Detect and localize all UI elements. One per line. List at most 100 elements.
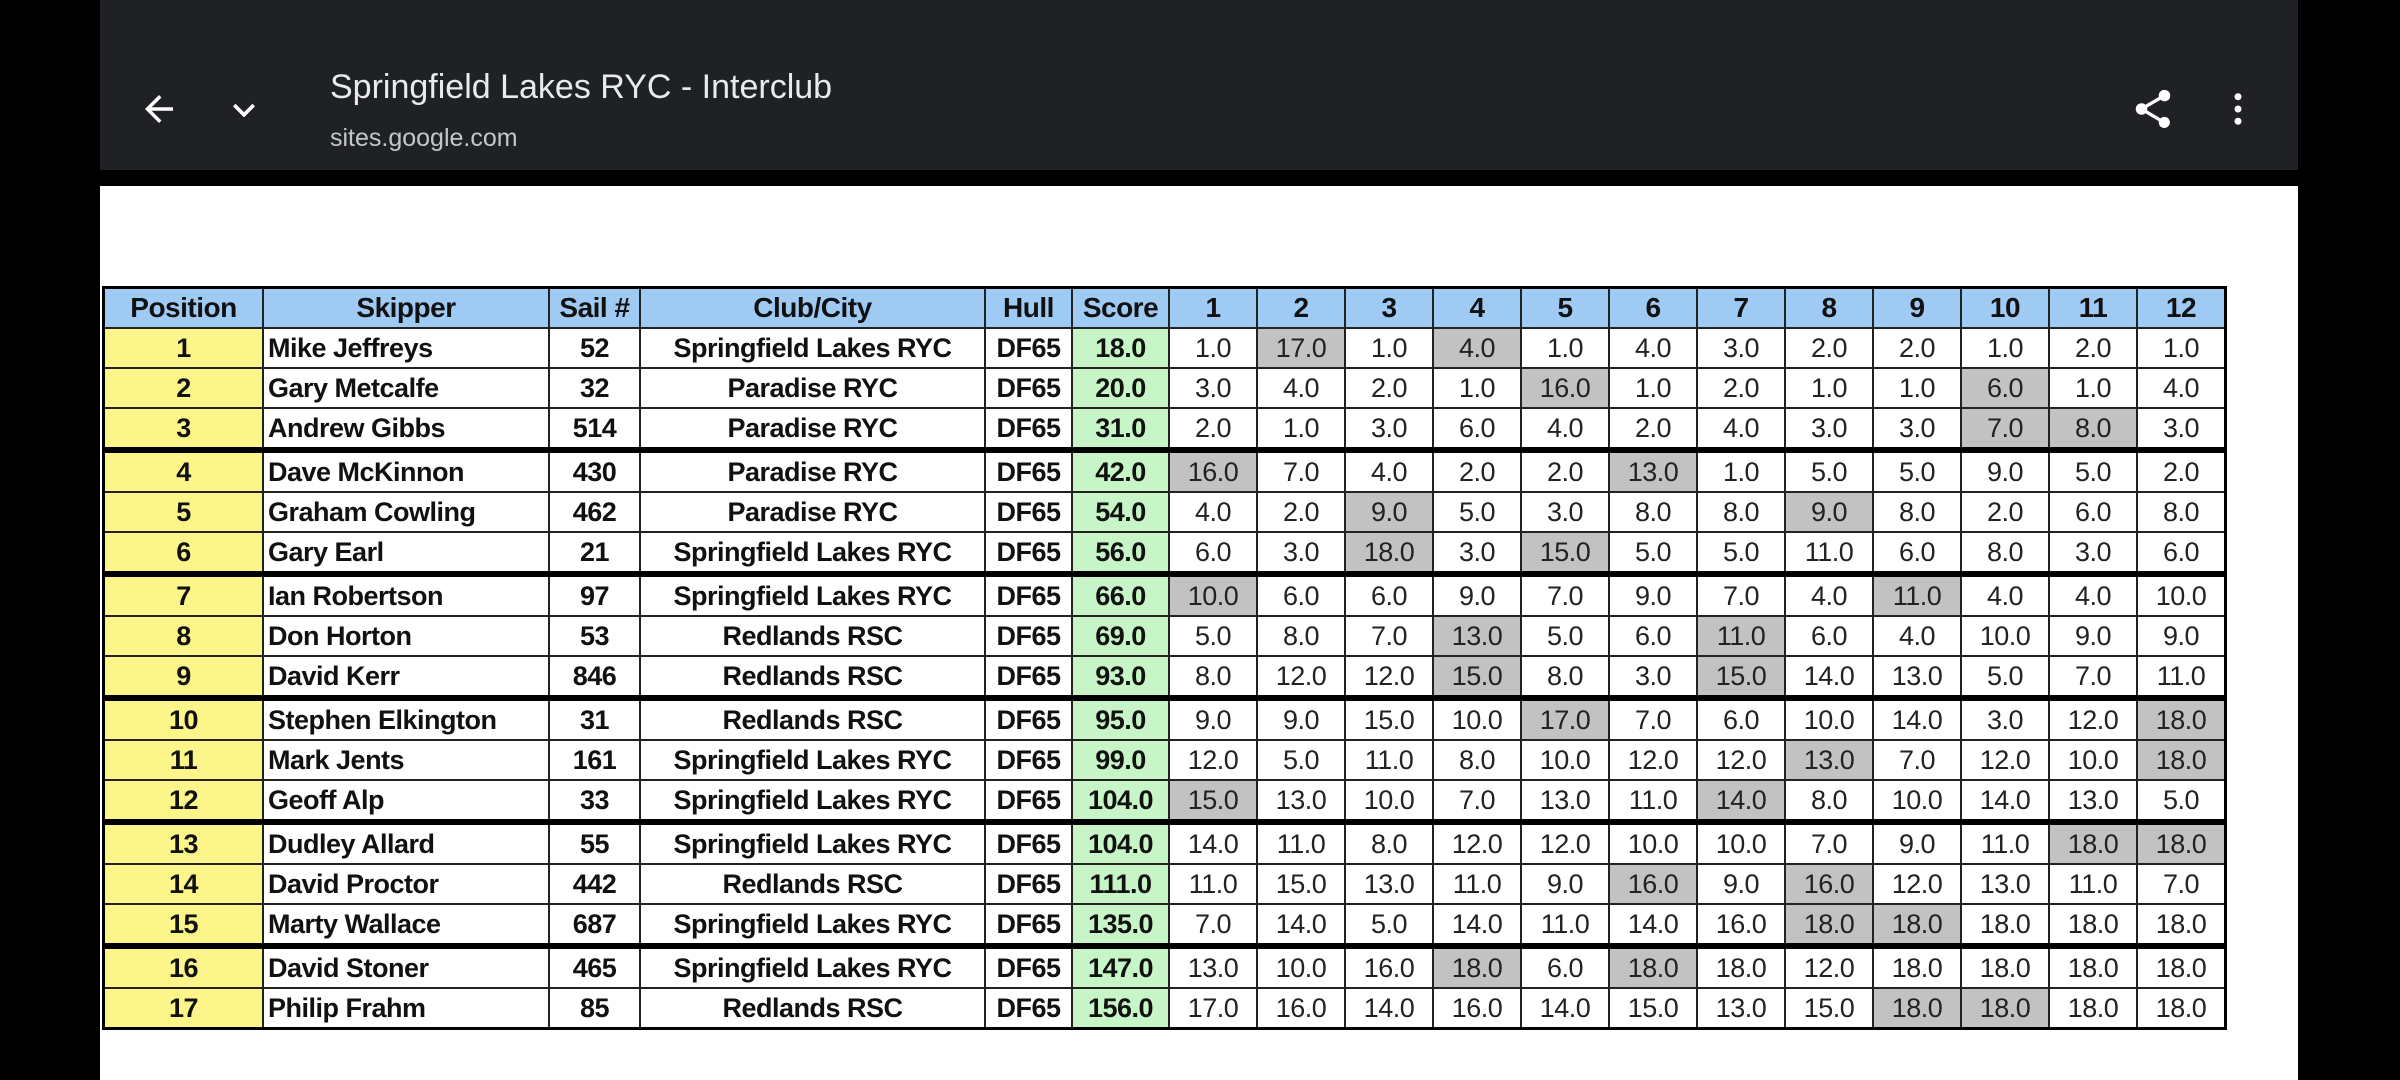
skipper-cell: Andrew Gibbs [262, 407, 550, 453]
more-vert-icon[interactable] [2217, 88, 2259, 135]
skipper-cell: Graham Cowling [262, 491, 550, 533]
race-score-cell: 6.0 [1344, 573, 1434, 617]
race-score-cell: 6.0 [1432, 407, 1522, 453]
club-cell: Redlands RSC [639, 615, 986, 657]
skipper-cell: Philip Frahm [262, 987, 550, 1030]
race-score-cell: 1.0 [1696, 449, 1786, 493]
race-score-cell: 8.0 [1696, 491, 1786, 533]
skipper-cell: Stephen Elkington [262, 697, 550, 741]
race-score-cell: 1.0 [1960, 327, 2050, 369]
score-cell: 99.0 [1071, 739, 1170, 781]
skipper-cell: Don Horton [262, 615, 550, 657]
club-cell: Redlands RSC [639, 697, 986, 741]
column-header: 10 [1960, 286, 2050, 329]
race-score-cell: 3.0 [1784, 407, 1874, 453]
race-score-cell: 13.0 [1520, 779, 1610, 825]
race-score-cell: 13.0 [1168, 945, 1258, 989]
race-score-cell: 10.0 [2136, 573, 2227, 617]
race-score-cell: 18.0 [2136, 945, 2227, 989]
race-score-discarded: 15.0 [1168, 779, 1258, 825]
race-score-cell: 4.0 [1520, 407, 1610, 453]
skipper-cell: Geoff Alp [262, 779, 550, 825]
race-score-cell: 18.0 [2048, 987, 2138, 1030]
column-header: Club/City [639, 286, 986, 329]
column-header: Skipper [262, 286, 550, 329]
score-cell: 69.0 [1071, 615, 1170, 657]
table-row: 14 David Proctor 442 Redlands RSC DF65 111.0 1… [102, 863, 2227, 905]
column-header: Score [1071, 286, 1170, 329]
score-cell: 135.0 [1071, 903, 1170, 949]
column-header: 2 [1256, 286, 1346, 329]
race-score-discarded: 17.0 [1256, 327, 1346, 369]
table-row: 17 Philip Frahm 85 Redlands RSC DF65 156.0 17.… [102, 987, 2227, 1030]
race-score-discarded: 4.0 [1432, 327, 1522, 369]
score-cell: 95.0 [1071, 697, 1170, 741]
race-score-cell: 9.0 [2136, 615, 2227, 657]
race-score-cell: 4.0 [1784, 573, 1874, 617]
race-score-cell: 18.0 [2048, 945, 2138, 989]
chevron-down-icon[interactable] [222, 88, 266, 137]
club-cell: Springfield Lakes RYC [639, 945, 986, 989]
back-arrow-icon[interactable] [138, 88, 180, 135]
hull-cell: DF65 [984, 449, 1073, 493]
race-score-discarded: 14.0 [1696, 779, 1786, 825]
race-score-cell: 18.0 [2136, 903, 2227, 949]
race-score-cell: 4.0 [2136, 367, 2227, 409]
position-cell: 11 [102, 739, 264, 781]
sail-cell: 21 [548, 531, 641, 577]
race-score-cell: 14.0 [1520, 987, 1610, 1030]
race-score-discarded: 18.0 [1432, 945, 1522, 989]
share-icon[interactable] [2130, 86, 2176, 137]
race-score-cell: 1.0 [2048, 367, 2138, 409]
race-score-cell: 15.0 [1344, 697, 1434, 741]
score-cell: 66.0 [1071, 573, 1170, 617]
race-score-cell: 8.0 [1784, 779, 1874, 825]
race-score-cell: 5.0 [1168, 615, 1258, 657]
race-score-discarded: 18.0 [2136, 739, 2227, 781]
race-score-discarded: 18.0 [2136, 697, 2227, 741]
hull-cell: DF65 [984, 903, 1073, 949]
race-score-cell: 10.0 [1520, 739, 1610, 781]
race-score-cell: 5.0 [1960, 655, 2050, 701]
race-score-cell: 7.0 [1520, 573, 1610, 617]
club-cell: Springfield Lakes RYC [639, 573, 986, 617]
position-cell: 6 [102, 531, 264, 577]
race-score-cell: 1.0 [1872, 367, 1962, 409]
race-score-cell: 4.0 [2048, 573, 2138, 617]
race-score-cell: 8.0 [1520, 655, 1610, 701]
race-score-cell: 5.0 [1344, 903, 1434, 949]
race-score-cell: 2.0 [1784, 327, 1874, 369]
race-score-cell: 8.0 [1608, 491, 1698, 533]
hull-cell: DF65 [984, 863, 1073, 905]
sail-cell: 430 [548, 449, 641, 493]
race-score-discarded: 11.0 [1696, 615, 1786, 657]
race-score-cell: 7.0 [1872, 739, 1962, 781]
race-score-cell: 7.0 [1784, 821, 1874, 865]
race-score-cell: 7.0 [1344, 615, 1434, 657]
race-score-discarded: 15.0 [1696, 655, 1786, 701]
race-score-cell: 7.0 [1168, 903, 1258, 949]
race-score-cell: 3.0 [1520, 491, 1610, 533]
race-score-cell: 17.0 [1168, 987, 1258, 1030]
club-cell: Springfield Lakes RYC [639, 779, 986, 825]
race-score-cell: 5.0 [1520, 615, 1610, 657]
race-score-cell: 16.0 [1696, 903, 1786, 949]
race-score-cell: 3.0 [1696, 327, 1786, 369]
sail-cell: 514 [548, 407, 641, 453]
sail-cell: 32 [548, 367, 641, 409]
hull-cell: DF65 [984, 573, 1073, 617]
race-score-cell: 7.0 [2136, 863, 2227, 905]
race-score-discarded: 18.0 [1784, 903, 1874, 949]
race-score-cell: 14.0 [1344, 987, 1434, 1030]
position-cell: 9 [102, 655, 264, 701]
race-score-cell: 8.0 [1432, 739, 1522, 781]
position-cell: 17 [102, 987, 264, 1030]
skipper-cell: Dave McKinnon [262, 449, 550, 493]
skipper-cell: Mark Jents [262, 739, 550, 781]
skipper-cell: Ian Robertson [262, 573, 550, 617]
race-score-cell: 14.0 [1872, 697, 1962, 741]
race-score-cell: 18.0 [1872, 945, 1962, 989]
race-score-cell: 16.0 [1256, 987, 1346, 1030]
race-score-cell: 2.0 [1696, 367, 1786, 409]
race-score-cell: 2.0 [1960, 491, 2050, 533]
